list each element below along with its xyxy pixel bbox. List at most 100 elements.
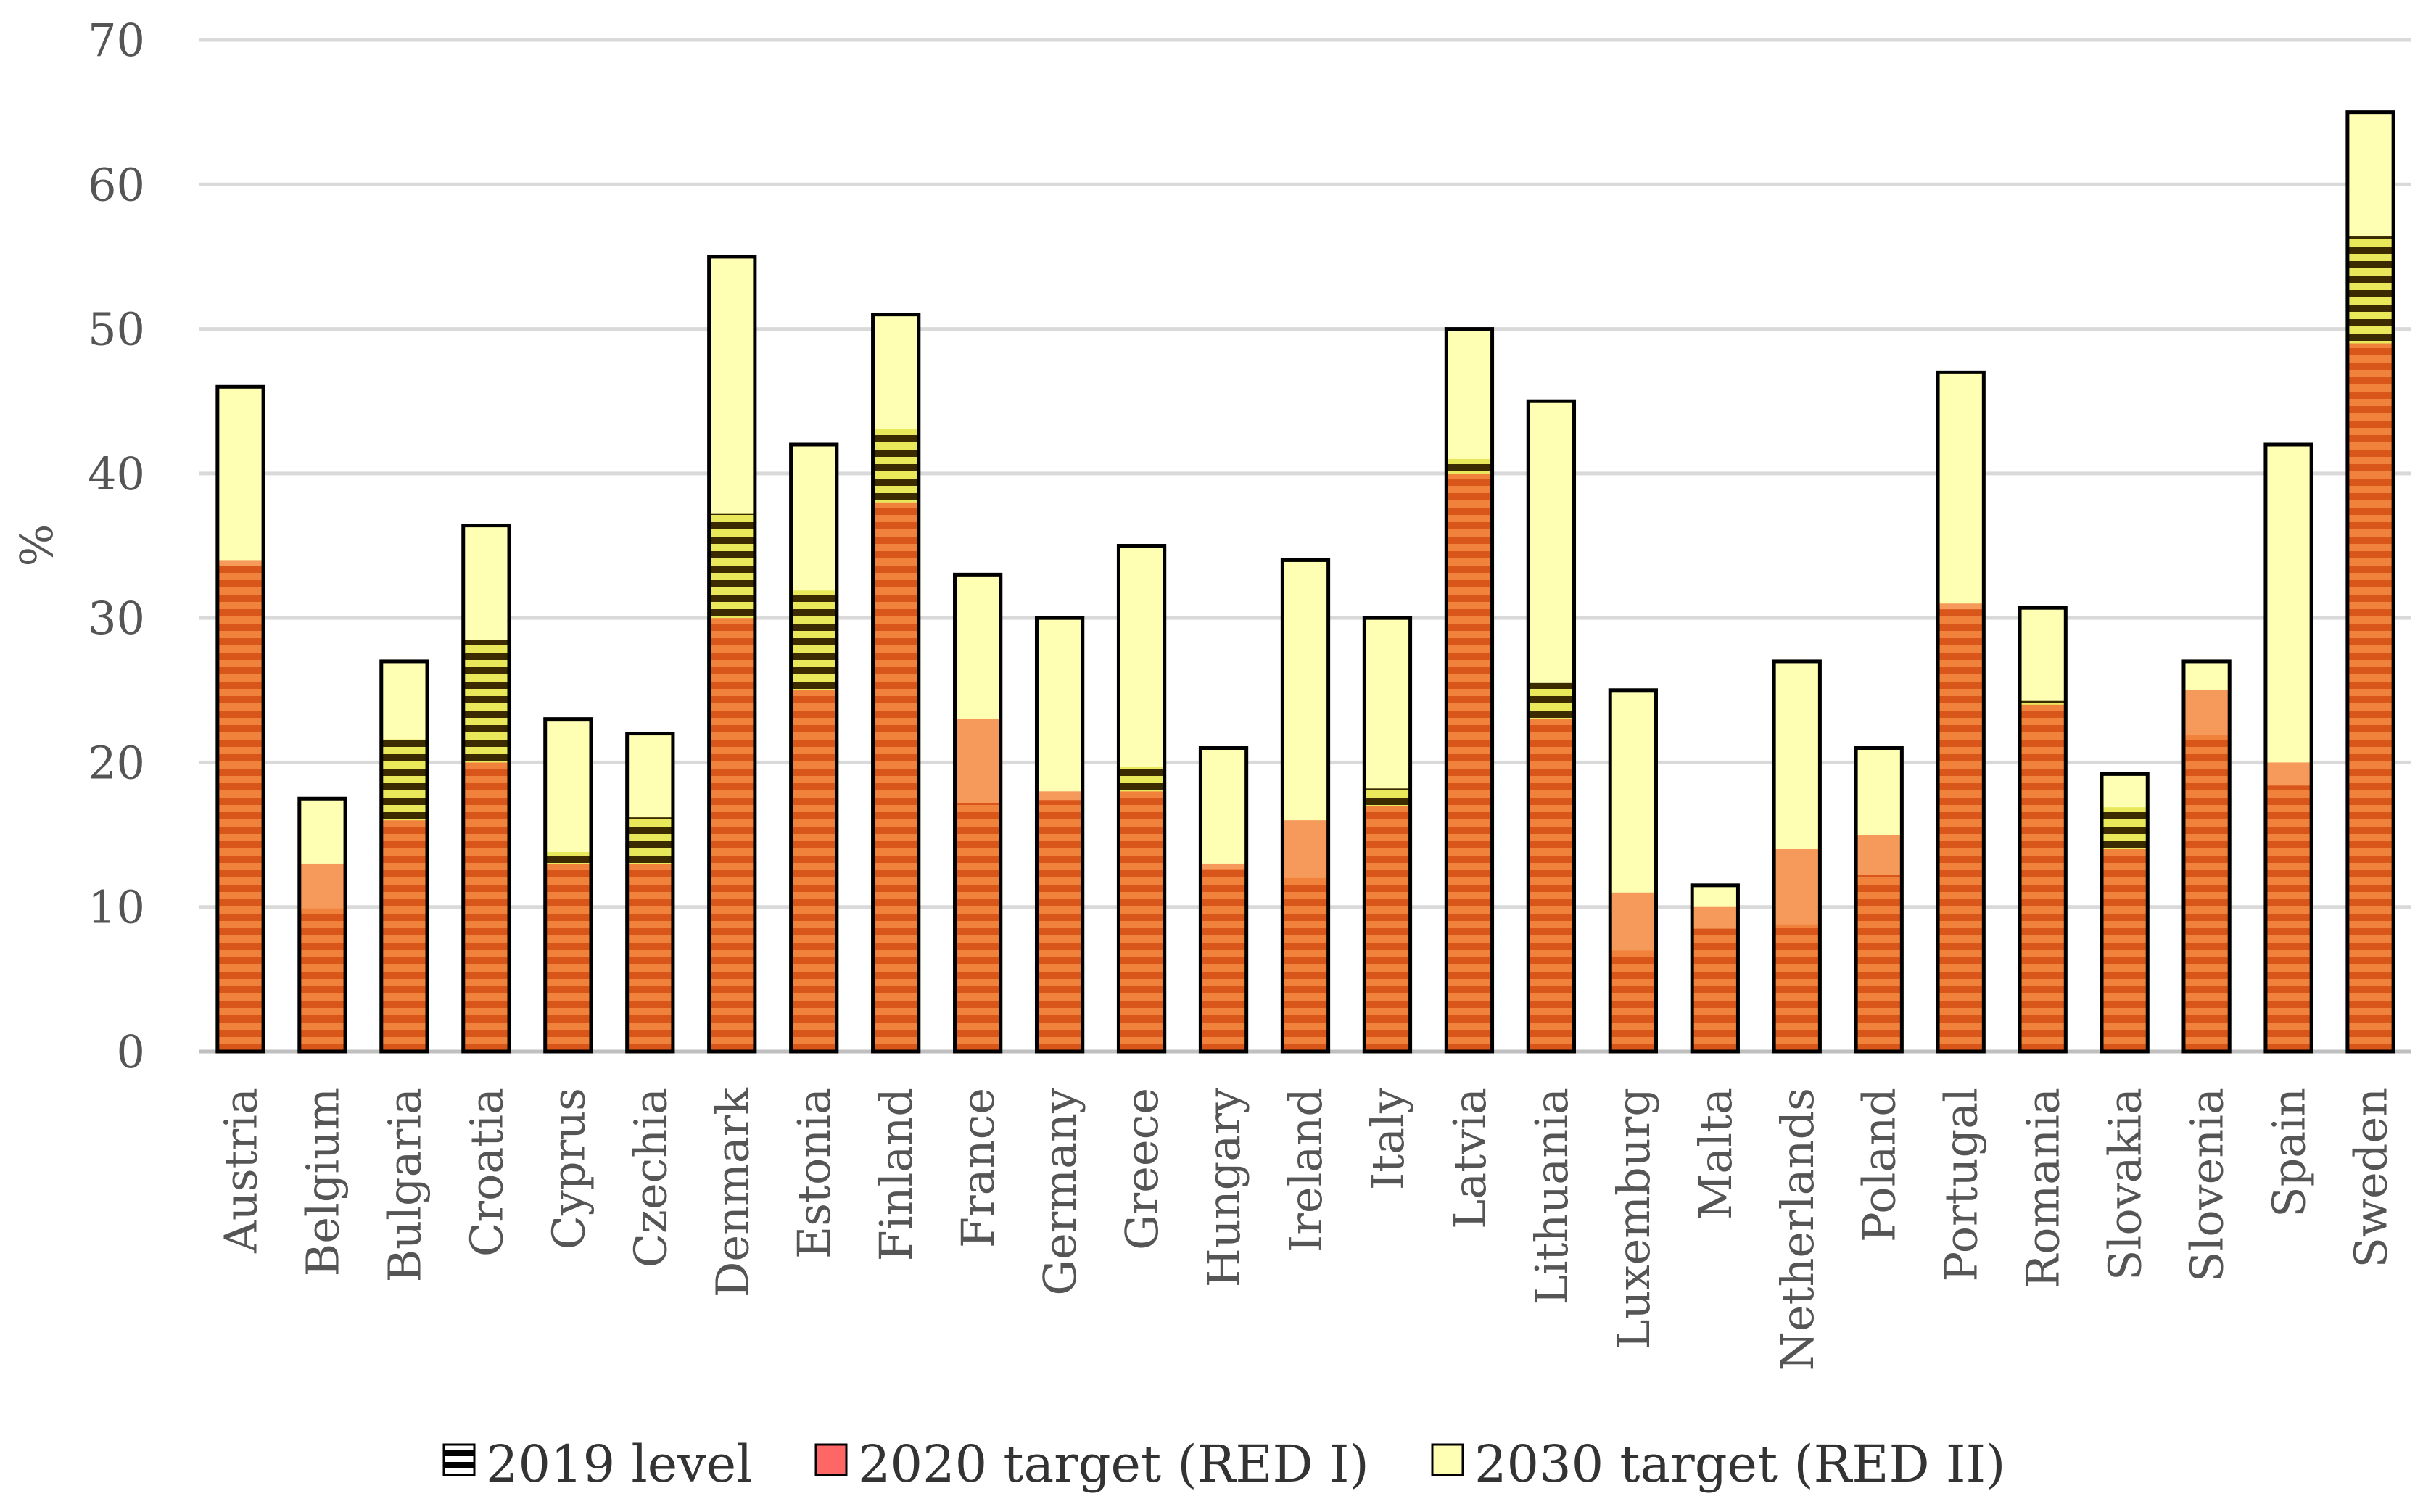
bar-group-czechia	[625, 732, 675, 1054]
bar-outline-italy	[1362, 616, 1413, 1054]
bar-2019-above-2020-slovakia	[2102, 807, 2148, 849]
bar-2019-within-2020-luxemburg	[1610, 950, 1656, 1052]
bar-2019-above-2020-czechia	[627, 817, 673, 864]
bar-group-latvia	[1444, 327, 1495, 1054]
bar-group-malta	[1690, 883, 1740, 1054]
bar-2019-within-2020-poland	[1856, 875, 1902, 1052]
bar-outline-germany	[1034, 616, 1085, 1054]
y-tick-label-20: 20	[88, 736, 145, 789]
x-tick-label-italy: Italy	[1361, 1088, 1414, 1190]
bar-outline-romania	[2018, 606, 2068, 1054]
bar-group-slovakia	[2100, 772, 2150, 1054]
bar-2019-above-2020-finland	[872, 429, 919, 503]
bar-2019-within-2020-sweden	[2347, 343, 2394, 1052]
bar-outline-austria	[215, 384, 265, 1054]
bar-outline-estonia	[789, 442, 839, 1054]
bar-outline-denmark	[707, 255, 757, 1054]
bar-group-denmark	[707, 255, 757, 1054]
y-tick-label-40: 40	[88, 447, 145, 500]
y-tick-label-50: 50	[88, 303, 145, 356]
x-tick-label-finland: Finland	[870, 1088, 922, 1261]
bar-group-ireland	[1280, 558, 1331, 1054]
bar-outline-slovenia	[2181, 659, 2232, 1054]
bar-2019-above-2020-lithuania	[1528, 682, 1574, 719]
x-tick-label-lithuania: Lithuania	[1525, 1088, 1578, 1305]
bar-2019-within-2020-netherlands	[1774, 924, 1820, 1052]
bar-2019-within-2020-croatia	[463, 762, 509, 1052]
x-tick-label-bulgaria: Bulgaria	[378, 1088, 431, 1282]
legend-label-2019-level: 2019 level	[486, 1434, 753, 1494]
x-tick-label-romania: Romania	[2017, 1088, 2070, 1289]
x-tick-label-czechia: Czechia	[624, 1088, 677, 1268]
bar-group-belgium	[297, 796, 347, 1054]
bar-2019-within-2020-portugal	[1938, 609, 1984, 1052]
bar-2019-above-2020-greece	[1118, 767, 1165, 792]
bar-group-poland	[1854, 746, 1904, 1054]
x-tick-label-austria: Austria	[214, 1088, 267, 1254]
legend-label-2020-target-red-i: 2020 target (RED I)	[858, 1434, 1369, 1494]
bar-2019-within-2020-finland	[872, 502, 919, 1052]
x-tick-label-france: France	[952, 1088, 1004, 1248]
bars	[215, 110, 2395, 1054]
bar-group-romania	[2018, 606, 2068, 1054]
y-tick-label-70: 70	[88, 14, 145, 67]
x-tick-label-portugal: Portugal	[1935, 1088, 1988, 1282]
x-tick-label-estonia: Estonia	[788, 1088, 841, 1259]
x-tick-label-latvia: Latvia	[1443, 1088, 1496, 1229]
bar-2019-above-2020-croatia	[463, 640, 509, 763]
legend-swatch-2019-level	[442, 1443, 476, 1476]
bar-2019-within-2020-bulgaria	[381, 820, 428, 1052]
x-tick-label-ireland: Ireland	[1279, 1088, 1332, 1252]
bar-group-sweden	[2345, 110, 2395, 1054]
y-tick-label-10: 10	[88, 881, 145, 934]
bar-2019-within-2020-italy	[1364, 806, 1411, 1052]
y-axis-title: %	[10, 524, 63, 567]
bar-2019-within-2020-ireland	[1282, 877, 1329, 1052]
bar-outline-malta	[1690, 883, 1740, 1054]
bar-group-croatia	[461, 524, 511, 1054]
bar-group-austria	[215, 384, 265, 1054]
bar-2019-within-2020-latvia	[1446, 473, 1493, 1052]
x-tick-label-slovenia: Slovenia	[2181, 1088, 2234, 1282]
y-tick-label-30: 30	[88, 592, 145, 645]
bar-outline-sweden	[2345, 110, 2395, 1054]
bar-2019-within-2020-estonia	[791, 690, 837, 1052]
x-tick-label-hungary: Hungary	[1197, 1088, 1250, 1287]
bar-group-finland	[871, 313, 921, 1054]
x-tick-label-malta: Malta	[1689, 1088, 1742, 1220]
bar-outline-spain	[2263, 442, 2313, 1054]
x-tick-label-spain: Spain	[2263, 1088, 2316, 1218]
bar-2019-within-2020-germany	[1036, 800, 1083, 1052]
x-tick-label-croatia: Croatia	[460, 1088, 513, 1257]
y-axis: 0 10 20 30 40 50 60 70	[88, 14, 145, 1078]
x-tick-label-greece: Greece	[1115, 1088, 1168, 1250]
bar-2019-within-2020-belgium	[299, 908, 346, 1052]
bar-outline-cyprus	[543, 717, 593, 1054]
bar-2019-within-2020-hungary	[1200, 869, 1247, 1052]
bar-2019-above-2020-cyprus	[545, 851, 591, 864]
bar-outline-portugal	[1936, 370, 1986, 1054]
bar-2019-above-2020-latvia	[1446, 458, 1493, 474]
x-axis: Austria Belgium Bulgaria Croatia Cyprus Czech…	[214, 1088, 2397, 1371]
legend-swatch-2030-target-red-ii	[1431, 1443, 1464, 1476]
bar-outline-netherlands	[1772, 659, 1822, 1054]
bar-2019-above-2020-romania	[2020, 700, 2066, 705]
bar-outline-belgium	[297, 796, 347, 1054]
bar-2019-above-2020-estonia	[791, 590, 837, 690]
bar-group-estonia	[789, 442, 839, 1054]
x-tick-label-slovakia: Slovakia	[2099, 1088, 2152, 1281]
bar-2019-within-2020-cyprus	[545, 863, 591, 1052]
y-tick-label-60: 60	[88, 158, 145, 211]
bar-outline-latvia	[1444, 327, 1495, 1054]
bar-outline-finland	[871, 313, 921, 1054]
legend: 2019 level 2020 target (RED I) 2030 target…	[442, 1434, 2005, 1494]
bar-2019-within-2020-spain	[2265, 785, 2312, 1052]
bar-2019-within-2020-czechia	[627, 863, 673, 1052]
bar-2019-within-2020-romania	[2020, 704, 2066, 1052]
x-tick-label-sweden: Sweden	[2345, 1088, 2398, 1268]
x-tick-label-luxemburg: Luxemburg	[1607, 1088, 1660, 1350]
bar-outline-ireland	[1280, 558, 1331, 1054]
bar-2019-above-2020-bulgaria	[381, 739, 428, 821]
bar-2019-within-2020-austria	[217, 566, 264, 1052]
